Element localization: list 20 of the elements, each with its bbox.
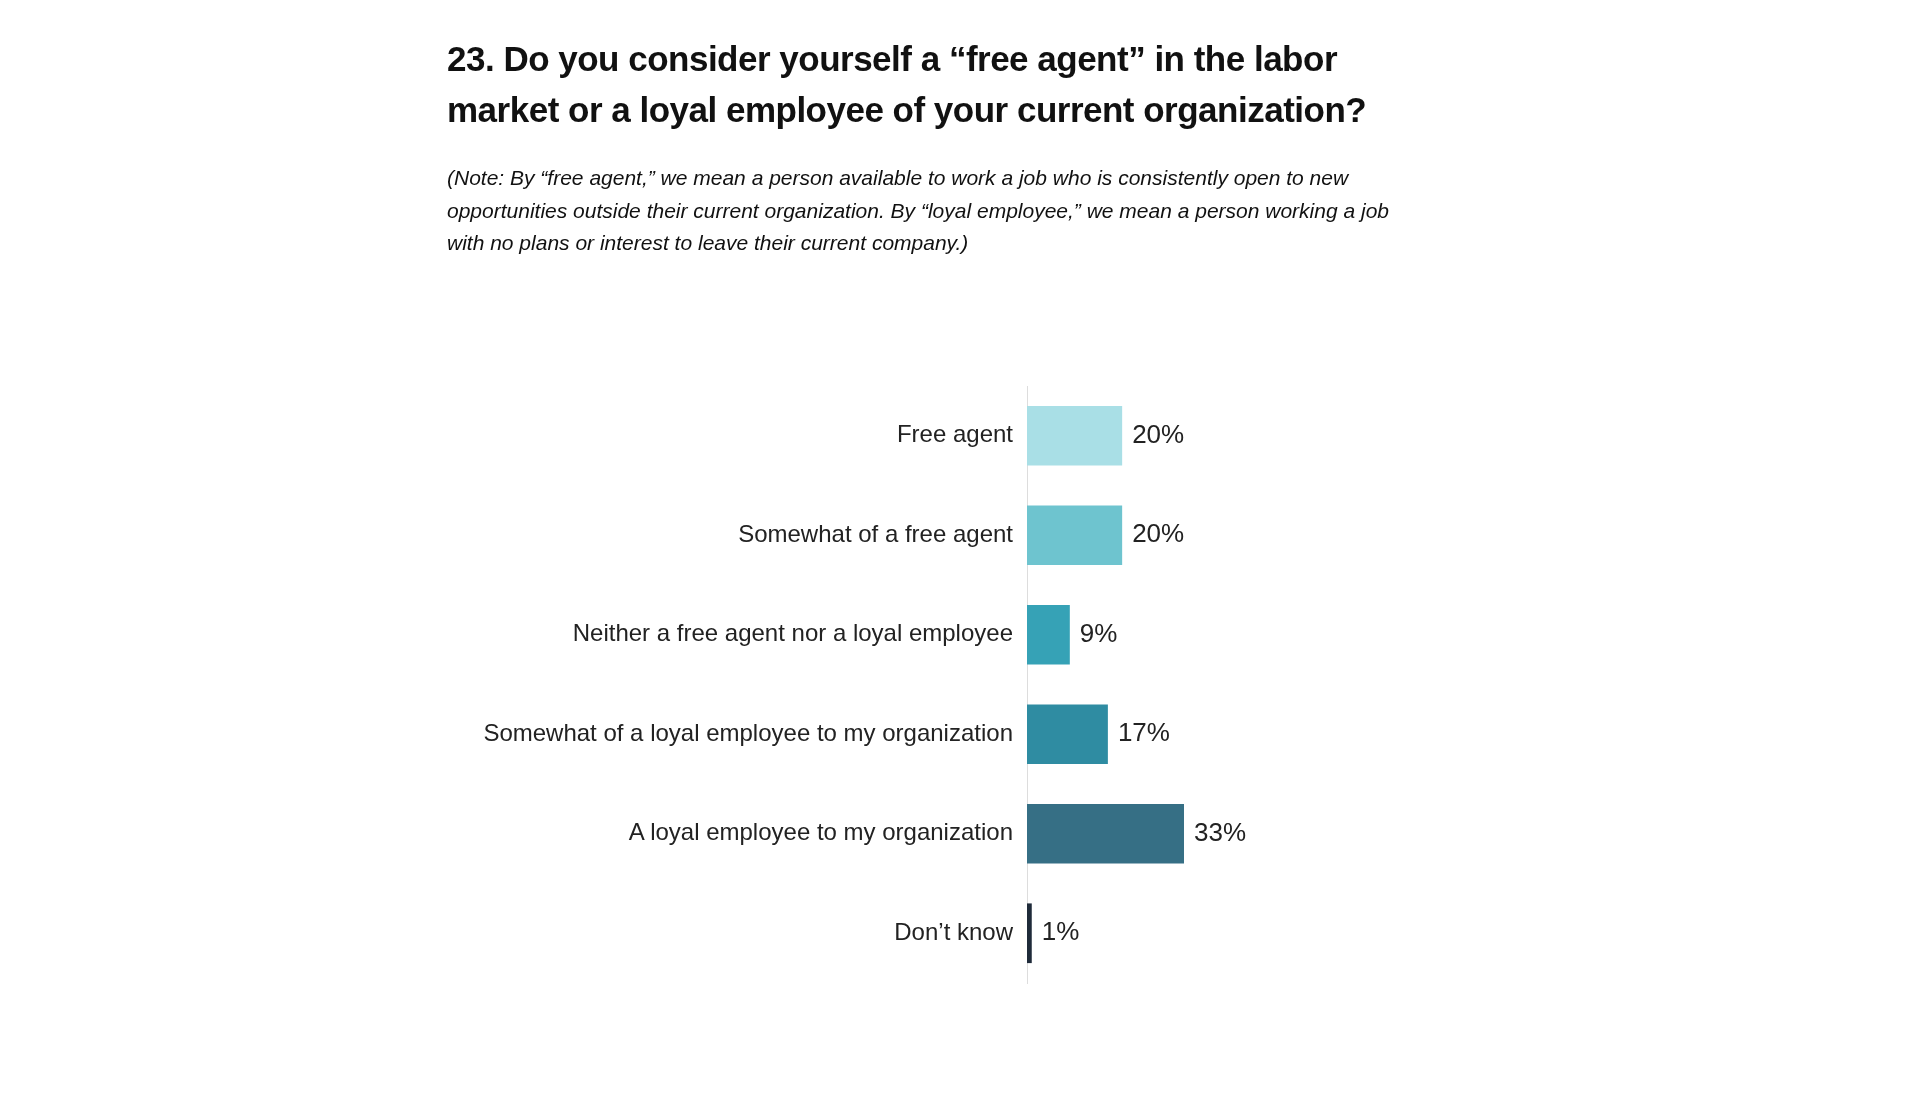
data-label: 9% <box>1079 617 1118 648</box>
bar <box>1027 803 1184 864</box>
bar <box>1027 604 1070 665</box>
y-tick-label: A loyal employee to my organization <box>628 818 1013 846</box>
data-label: 20% <box>1132 418 1185 449</box>
y-tick-label: Somewhat of a free agent <box>738 519 1014 547</box>
bar <box>1027 903 1032 964</box>
bar <box>1027 405 1123 466</box>
chart-subtitle: (Note: By “free agent,” we mean a person available to work a job who is consistently open to new opportunities outside their current organization. By “loyal employee,” we mean a person working a job with no plans or interest to leave their current company.) <box>447 165 1390 257</box>
y-tick-label: Neither a free agent nor a loyal employee <box>572 619 1013 647</box>
data-label: 1% <box>1041 916 1080 947</box>
y-tick-label: Don’t know <box>894 917 1014 945</box>
chart-title: 23. Do you consider yourself a “free agent” in the labor market or a loyal employee of your current organization? <box>447 38 1368 131</box>
data-label: 20% <box>1132 518 1185 549</box>
data-label: 33% <box>1194 816 1247 847</box>
y-tick-label: Somewhat of a loyal employee to my organization <box>483 718 1013 746</box>
bar <box>1027 704 1108 765</box>
data-label: 17% <box>1117 717 1170 748</box>
y-tick-label: Free agent <box>896 420 1014 448</box>
bar <box>1027 505 1123 566</box>
